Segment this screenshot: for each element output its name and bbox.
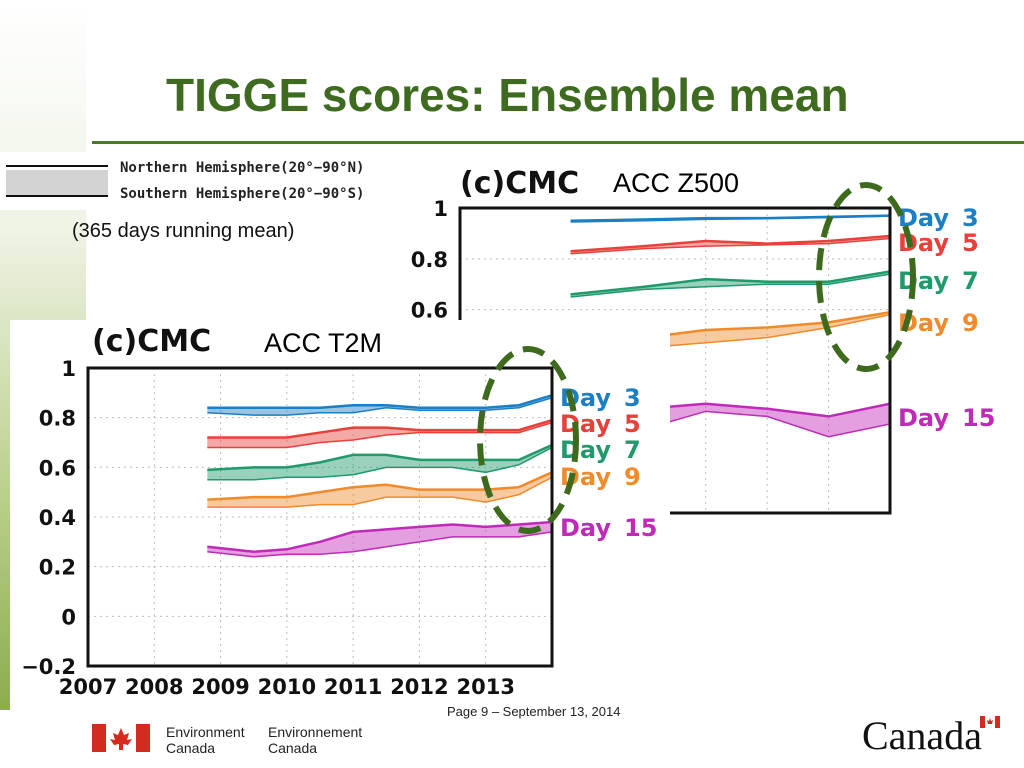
t2m-y-tick-label: 0.2: [39, 556, 76, 580]
page-info: Page 9 – September 13, 2014: [447, 704, 621, 719]
t2m-x-tick-label: 2013: [456, 675, 514, 699]
nh-legend-label: Northern Hemisphere(20°−90°N): [120, 160, 365, 176]
t2m-x-tick-label: 2012: [390, 675, 448, 699]
t2m-band-day7: [207, 444, 553, 480]
footer-english-line2: Canada: [166, 740, 216, 756]
t2m-nh-line-day3: [207, 394, 553, 409]
t2m-series-value-day3: 3: [624, 384, 641, 412]
running-mean-note: (365 days running mean): [72, 220, 295, 242]
t2m-series-label-day3: Day: [560, 384, 611, 412]
z500-variable-label: ACC Z500: [613, 168, 740, 198]
z500-y-tick-label: 0.8: [411, 248, 448, 272]
t2m-band-day5: [207, 420, 553, 448]
sh-legend-swatch: [6, 170, 108, 196]
hemisphere-legend: Northern Hemisphere(20°−90°N) Southern H…: [0, 152, 400, 210]
z500-nh-line-day3: [570, 214, 891, 222]
z500-band-day5: [570, 235, 890, 254]
z500-panel-title: (c)CMC: [460, 166, 580, 201]
canada-flag-icon: [92, 724, 150, 752]
wordmark-flag-icon: [980, 716, 1000, 728]
t2m-series-value-day7: 7: [624, 436, 641, 464]
t2m-sh-line-day15: [207, 531, 553, 558]
slide-title: TIGGE scores: Ensemble mean: [166, 69, 849, 121]
t2m-y-tick-label: −0.2: [21, 655, 76, 679]
z500-series-value-day9: 9: [962, 309, 979, 337]
t2m-series-value-day15: 15: [624, 514, 657, 542]
z500-series-label-day9: Day: [898, 309, 949, 337]
title-divider: [92, 141, 1024, 144]
z500-band-day7: [570, 271, 890, 297]
z500-series-label-day15: Day: [898, 404, 949, 432]
t2m-y-tick-label: 0: [61, 605, 76, 629]
z500-series-value-day3: 3: [962, 204, 979, 232]
z500-y-tick-label: 1: [433, 197, 448, 221]
legend-swatches: [6, 165, 108, 197]
t2m-y-tick-label: 1: [61, 357, 76, 381]
t2m-series-label-day7: Day: [560, 436, 611, 464]
z500-series-label-day5: Day: [898, 229, 949, 257]
t2m-series-label-day9: Day: [560, 463, 611, 491]
z500-series-label-day3: Day: [898, 204, 949, 232]
t2m-y-tick-label: 0.8: [39, 407, 76, 431]
t2m-panel-title: (c)CMC: [92, 324, 212, 359]
t2m-series-value-day5: 5: [624, 410, 641, 438]
z500-y-tick-label: 0.6: [411, 299, 448, 323]
t2m-series-label-day5: Day: [560, 410, 611, 438]
footer-french-line2: Canada: [268, 740, 318, 756]
t2m-x-tick-label: 2008: [125, 675, 183, 699]
t2m-x-tick-label: 2007: [59, 675, 117, 699]
t2m-chart-panel: 1 0.8 0.6 0.4 0.2 0 −0.2 2007 2008 2009 2010 2011 20…: [10, 320, 670, 710]
z500-series-value-day7: 7: [962, 267, 979, 295]
t2m-series-label-day15: Day: [560, 514, 611, 542]
z500-series-value-day15: 15: [962, 404, 995, 432]
t2m-variable-label: ACC T2M: [264, 328, 383, 358]
t2m-y-tick-label: 0.4: [39, 506, 76, 530]
canada-wordmark: Canada: [862, 713, 982, 758]
z500-series-value-day5: 5: [962, 229, 979, 257]
t2m-series-value-day9: 9: [624, 463, 641, 491]
footer: Environment Canada Environnement Canada: [0, 710, 1024, 768]
t2m-x-tick-label: 2009: [191, 675, 249, 699]
t2m-x-tick-label: 2011: [324, 675, 382, 699]
t2m-y-tick-label: 0.6: [39, 456, 76, 480]
z500-series-label-day7: Day: [898, 267, 949, 295]
footer-english-line1: Environment: [166, 724, 245, 740]
sh-legend-label: Southern Hemisphere(20°−90°S): [120, 186, 365, 202]
z500-sh-line-day7: [570, 273, 891, 298]
t2m-x-tick-label: 2010: [258, 675, 316, 699]
footer-french-line1: Environnement: [268, 724, 363, 740]
